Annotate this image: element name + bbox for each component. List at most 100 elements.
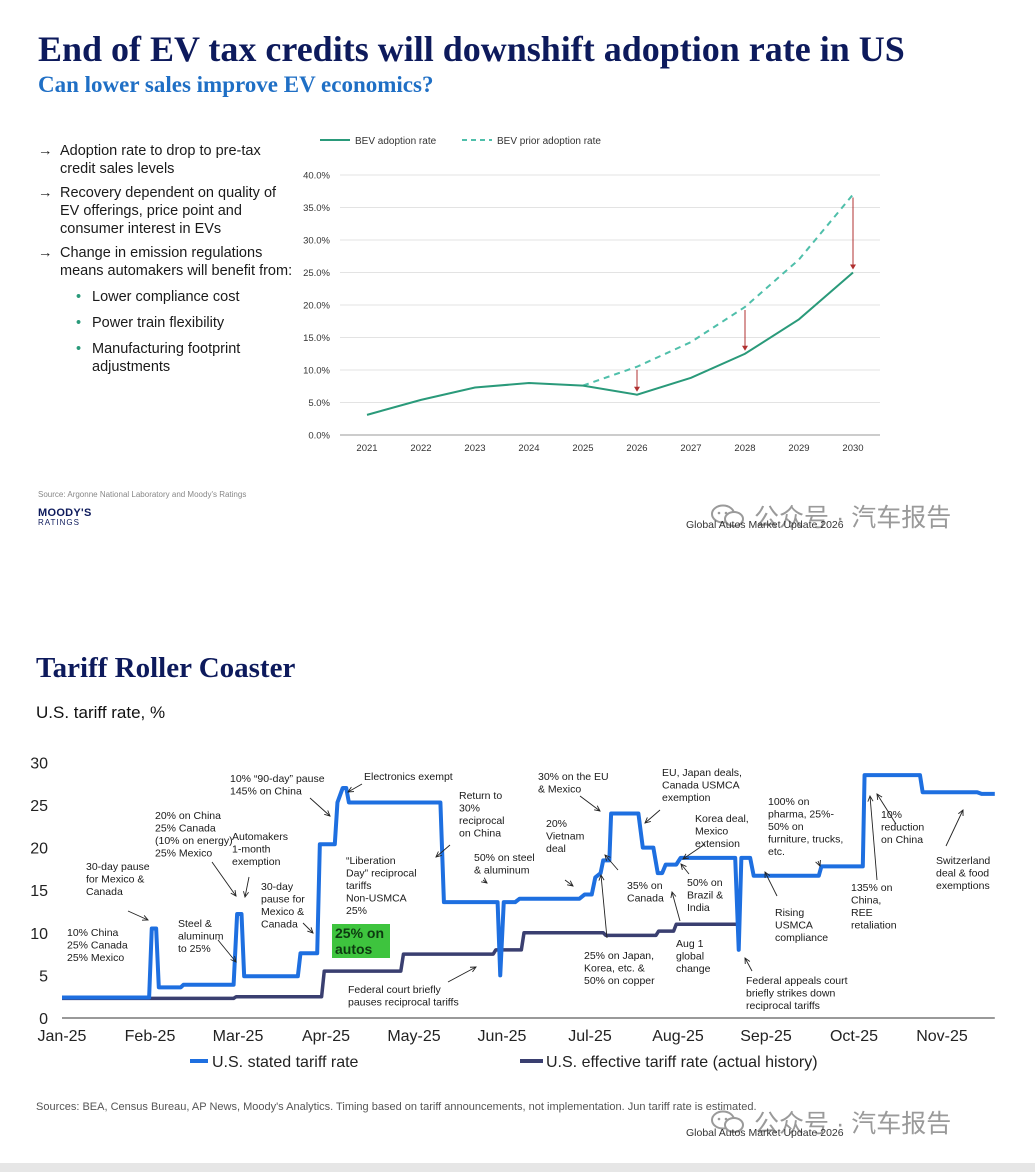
x-tick-label: Nov-25 [916, 1028, 968, 1045]
sub-bullet-item: • Lower compliance cost [76, 288, 293, 306]
annotation-arrowhead [876, 793, 883, 801]
annotation-arrow [347, 783, 363, 793]
slide1-title: End of EV tax credits will downshift ado… [38, 29, 905, 69]
annotation-label: 50% on Brazil & India [687, 877, 723, 914]
watermark: 公众号 · 汽车报告 [710, 498, 951, 534]
annotation-line: Korea deal, [695, 813, 749, 825]
y-tick-label: 10.0% [303, 366, 330, 377]
annotation-line: pharma, 25%- [768, 809, 834, 821]
annotation-line: “Liberation [346, 855, 396, 867]
annotation-label: 50% on steel & aluminum [474, 852, 535, 877]
sub-bullet-text: Lower compliance cost [92, 289, 240, 305]
annotation-line: Rising [775, 907, 804, 919]
drop-arrow-head [742, 345, 748, 351]
annotation-line: 10% “90-day” pause [230, 773, 325, 785]
slide2-source: Sources: BEA, Census Bureau, AP News, Mo… [36, 1101, 757, 1113]
annotation-line: 30% on the EU [538, 771, 609, 783]
x-tick-label: Mar-25 [213, 1028, 264, 1045]
series-line-stated [62, 773, 995, 1000]
legend-label-effective: U.S. effective tariff rate (actual histo… [546, 1054, 818, 1071]
annotation-arrowhead [141, 915, 149, 921]
annotation-arrowhead [243, 891, 249, 899]
annotation-line: extension [695, 838, 740, 850]
y-tick-label: 25.0% [303, 268, 330, 279]
annotation-line: Aug 1 [676, 938, 704, 950]
annotation-line: etc. [768, 846, 785, 858]
bullet-item: → Recovery dependent on quality of EV of… [38, 184, 293, 238]
annotation-line: pause for [261, 894, 305, 906]
annotation-arrowhead [682, 853, 690, 860]
annotation-arrow [564, 879, 574, 887]
annotation-line: 20% on China [155, 810, 221, 822]
series-line-effective [62, 922, 740, 1001]
annotation-arrow [604, 854, 619, 871]
series-line-bev [366, 271, 854, 416]
annotation-label: 20% Vietnam deal [546, 818, 585, 855]
drop-arrow-head [850, 264, 856, 270]
bullet-text: Adoption rate to drop to pre-tax credit … [60, 143, 261, 177]
x-tick-label: 2029 [788, 443, 809, 454]
y-tick-label: 5 [39, 968, 48, 985]
annotation-label: 25% on Japan, Korea, etc. & 50% on copper [584, 950, 655, 987]
bullet-text: Recovery dependent on quality of EV offe… [60, 185, 277, 237]
slide1-subtitle: Can lower sales improve EV economics? [38, 72, 434, 97]
wechat-icon [711, 1110, 744, 1133]
annotation-line: compliance [775, 932, 828, 944]
annotation-label: 10% China 25% Canada 25% Mexico [67, 927, 128, 964]
annotation-arrow [682, 843, 706, 860]
annotation-arrow [211, 861, 237, 897]
annotation-arrow [302, 922, 314, 934]
annotation-line: tariffs [346, 880, 371, 892]
annotation-line: change [676, 963, 711, 975]
bullet-list: → Adoption rate to drop to pre-tax credi… [38, 142, 293, 376]
annotation-label: 100% on pharma, 25%-50% on furniture, truc… [768, 796, 843, 858]
x-tick-label: Sep-25 [740, 1028, 792, 1045]
y-tick-label: 15 [30, 883, 48, 900]
watermark: 公众号 · 汽车报告 [710, 1104, 951, 1140]
annotation-line: exemption [232, 856, 281, 868]
annotation-label: Automakers 1-month exemption [232, 831, 288, 868]
annotation-line: global [676, 951, 704, 963]
annotation-line: Steel & [178, 918, 212, 930]
annotation-arrowhead [764, 871, 771, 879]
tariff-chart: 0 5 10 15 20 25 30 Jan-25 Feb-25 Mar-25 Apr-25 May-… [30, 755, 995, 1071]
annotation-arrow [309, 797, 331, 817]
annotation-arrow [217, 939, 237, 963]
y-tick-label: 15.0% [303, 333, 330, 344]
annotation-label: Korea deal, Mexico extension [695, 813, 749, 850]
annotation-line: 50% on copper [584, 975, 655, 987]
annotation-line: 30-day pause [86, 861, 150, 873]
annotation-line: Return to [459, 790, 502, 802]
annotation-line: 10% [881, 809, 902, 821]
annotation-line: 50% on steel [474, 852, 535, 864]
annotation-line: 25% on Japan, [584, 950, 654, 962]
annotation-arrow [680, 863, 690, 875]
annotation-arrow [764, 871, 778, 897]
annotation-label: Aug 1 global change [676, 938, 711, 975]
annotation-arrowhead [435, 851, 442, 858]
annotation-arrow [600, 874, 608, 939]
x-tick-label: 2027 [680, 443, 701, 454]
annotation-label: 10% reduction on China [881, 809, 924, 846]
annotation-arrowhead [347, 786, 355, 793]
y-tick-label: 25 [30, 798, 48, 815]
annotation-line: (10% on energy) [155, 835, 233, 847]
annotation-line: & Mexico [538, 784, 581, 796]
annotation-line: Mexico [695, 826, 728, 838]
annotation-line: 25% Mexico [67, 952, 124, 964]
annotation-line: for Mexico & [86, 874, 144, 886]
annotation-arrow [744, 957, 753, 972]
dot-icon: • [76, 289, 82, 305]
annotation-line: on China [459, 828, 501, 840]
annotation-line: 10% China [67, 927, 119, 939]
annotation-line: reduction [881, 822, 924, 834]
annotation-line: 50% on [687, 877, 723, 889]
series-line-prior [582, 193, 854, 387]
bottom-divider [0, 1163, 1035, 1172]
highlight-box [332, 924, 390, 958]
annotation-arrow [244, 876, 250, 898]
highlight-text: 25% on [335, 925, 384, 941]
annotation-arrow [435, 844, 451, 858]
dot-icon: • [76, 341, 82, 357]
watermark-text: 公众号 · 汽车报告 [754, 1110, 952, 1138]
